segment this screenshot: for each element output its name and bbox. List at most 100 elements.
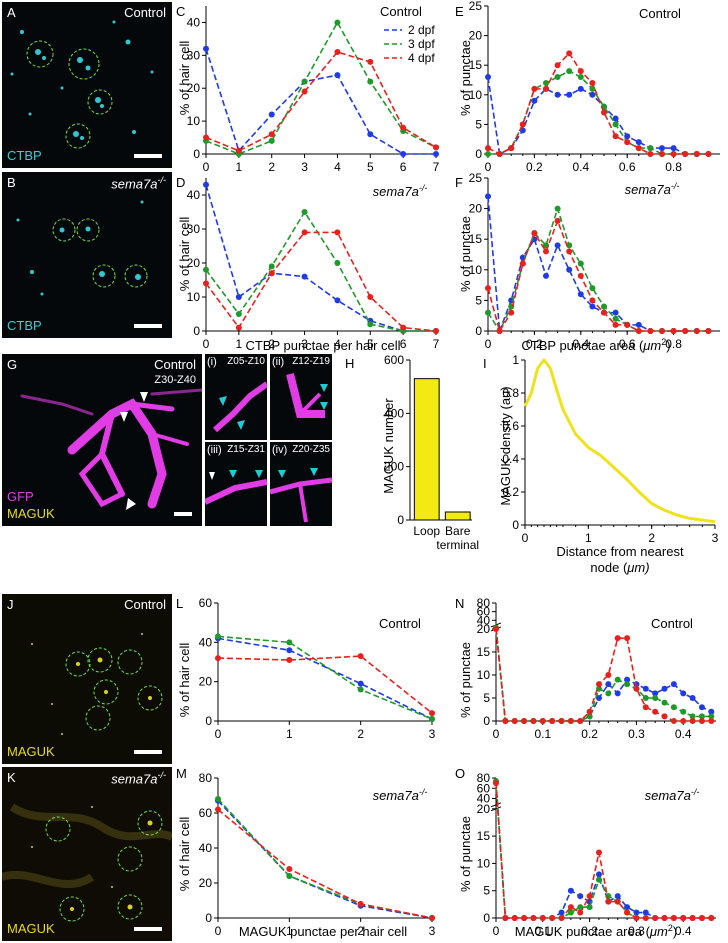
data-point bbox=[334, 297, 341, 304]
scale-bar bbox=[134, 324, 162, 328]
series-line-0 bbox=[495, 628, 712, 722]
data-point bbox=[577, 272, 584, 279]
data-point bbox=[554, 205, 561, 212]
data-point bbox=[708, 713, 715, 720]
x-tick-label: 2 bbox=[268, 337, 275, 351]
bar bbox=[444, 511, 471, 521]
scale-bar bbox=[134, 750, 162, 754]
y-tick-label: 30 bbox=[187, 48, 201, 62]
data-point bbox=[708, 708, 715, 715]
y-tick-label: 15 bbox=[469, 58, 483, 72]
y-tick-label: 20 bbox=[199, 876, 213, 890]
data-point bbox=[508, 309, 515, 316]
y-tick-label: 60 bbox=[199, 596, 213, 610]
data-point bbox=[708, 718, 715, 724]
x-tick-label: 5 bbox=[367, 337, 374, 351]
data-point bbox=[215, 633, 221, 640]
x-tick-label: 0.4 bbox=[675, 727, 692, 741]
data-point bbox=[624, 139, 631, 146]
x-tick-label: 0 bbox=[493, 727, 500, 741]
y-tick-label: 60 bbox=[477, 605, 491, 619]
data-point bbox=[286, 866, 293, 872]
data-point bbox=[652, 708, 659, 715]
data-point bbox=[642, 694, 649, 701]
x-tick-label: 0.2 bbox=[526, 337, 543, 351]
data-point bbox=[429, 716, 435, 723]
chart-F: 0 5 10 15 20 25 0 0.2 0.4 0.6 0.8 sema7a-/- bbox=[469, 171, 720, 351]
y-tick-label: 10 bbox=[187, 114, 201, 128]
data-point bbox=[531, 97, 538, 104]
stain-label: MAGUK bbox=[7, 744, 55, 759]
data-point bbox=[601, 109, 607, 116]
inset-label: (ii) bbox=[272, 356, 285, 368]
data-point bbox=[531, 85, 538, 92]
data-point bbox=[577, 74, 584, 81]
data-point bbox=[586, 893, 593, 900]
data-point bbox=[530, 718, 537, 724]
y-tick-label: 0.2 bbox=[502, 485, 519, 499]
chart-I: 0 0.2 0.4 0.6 0.8 1 0 1 2 3 bbox=[502, 353, 718, 545]
legend: Control 2 dpf 3 dpf 4 dpf bbox=[380, 4, 435, 65]
data-point bbox=[693, 328, 700, 334]
data-point bbox=[601, 309, 607, 316]
data-point bbox=[367, 58, 374, 65]
x-tick-label: 2 bbox=[268, 160, 275, 174]
data-point bbox=[429, 710, 435, 717]
data-point bbox=[614, 690, 621, 697]
stain-label: CTBP bbox=[7, 148, 42, 163]
data-point bbox=[680, 915, 687, 921]
bar bbox=[413, 378, 440, 521]
panel-letter: A bbox=[7, 5, 16, 20]
data-point bbox=[682, 151, 689, 157]
data-point bbox=[577, 68, 584, 75]
x-tick-label: 1 bbox=[236, 160, 243, 174]
x-tick-label: 0 bbox=[215, 727, 222, 741]
x-tick-label: 0.6 bbox=[619, 160, 636, 174]
data-point bbox=[595, 876, 602, 883]
data-point bbox=[577, 260, 584, 267]
x-tick-label: 0.2 bbox=[581, 924, 598, 938]
data-point bbox=[689, 694, 696, 701]
data-point bbox=[286, 657, 293, 664]
data-point bbox=[670, 681, 677, 688]
y-tick-label: 0.6 bbox=[502, 419, 519, 433]
x-tick-label: 3 bbox=[301, 160, 308, 174]
data-point bbox=[566, 50, 573, 57]
micrograph-B: B sema7a-/- CTBP bbox=[2, 172, 172, 338]
data-point bbox=[521, 718, 528, 724]
x-tick-label: 7 bbox=[433, 160, 440, 174]
micrograph-J-image bbox=[31, 633, 163, 735]
series-line-2 bbox=[495, 628, 712, 722]
data-point bbox=[624, 904, 631, 911]
x-tick-label: 0.6 bbox=[619, 337, 636, 351]
micrograph-B-image bbox=[16, 200, 148, 296]
data-point bbox=[652, 915, 659, 921]
data-point bbox=[642, 909, 649, 916]
data-point bbox=[519, 121, 526, 128]
data-point bbox=[268, 137, 275, 144]
y-tick-label: 10 bbox=[187, 290, 201, 304]
series-line-1 bbox=[205, 20, 437, 155]
x-tick-label: 0.2 bbox=[526, 160, 543, 174]
data-point bbox=[661, 713, 668, 720]
data-point bbox=[567, 887, 574, 894]
data-point bbox=[659, 328, 665, 334]
x-tick-label: 1 bbox=[585, 531, 592, 545]
condition-label: Control bbox=[154, 357, 196, 372]
y-tick-label: 10 bbox=[477, 668, 491, 682]
data-point bbox=[652, 694, 659, 701]
data-point bbox=[577, 291, 584, 298]
series-line-0 bbox=[217, 637, 433, 720]
data-point bbox=[698, 915, 705, 921]
x-tick-label: 0.3 bbox=[628, 727, 645, 741]
x-tick-label: 4 bbox=[334, 160, 341, 174]
y-tick-label: 5 bbox=[483, 691, 490, 705]
y-tick-label: 0 bbox=[475, 324, 482, 338]
data-point bbox=[334, 229, 341, 236]
data-point bbox=[554, 74, 561, 81]
y-tick-label: 0 bbox=[193, 324, 200, 338]
x-tick-label: 0 bbox=[203, 160, 210, 174]
x-tick-label: 6 bbox=[400, 337, 407, 351]
